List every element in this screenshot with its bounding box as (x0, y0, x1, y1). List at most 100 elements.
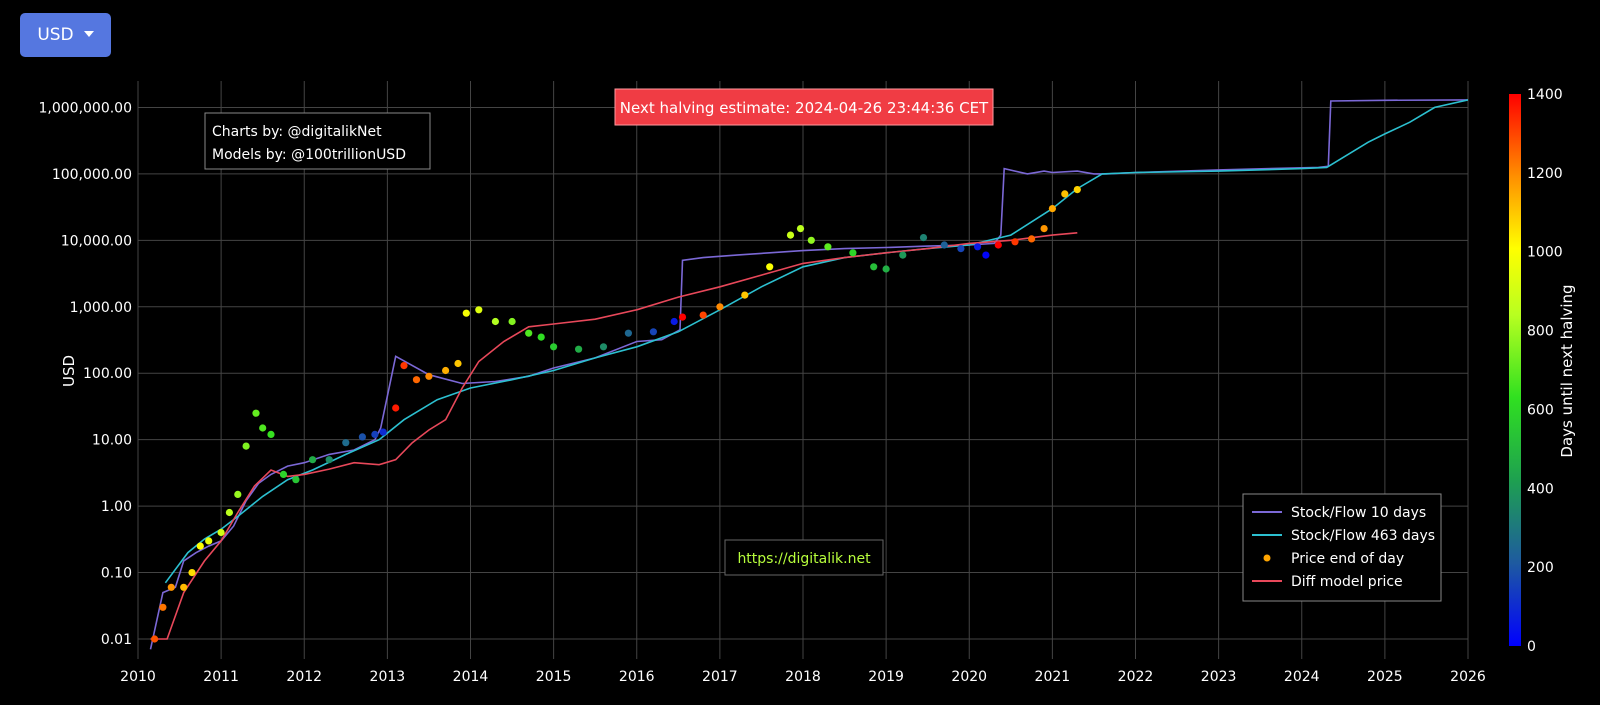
halving-banner-text: Next halving estimate: 2024-04-26 23:44:… (620, 99, 989, 117)
y-axis-label: USD (60, 355, 78, 387)
price-marker (279, 470, 288, 478)
legend-item-sf463: Stock/Flow 463 days (1291, 528, 1435, 544)
colorbar-tick-label: 400 (1527, 481, 1554, 497)
price-marker (151, 635, 159, 643)
price-marker (796, 225, 805, 233)
price-marker (225, 508, 233, 517)
price-marker (1040, 225, 1048, 233)
x-tick-label: 2015 (536, 669, 572, 685)
price-marker (412, 376, 421, 384)
y-tick-label: 100,000.00 (52, 167, 132, 183)
price-marker (309, 456, 317, 464)
legend-item-diff: Diff model price (1291, 574, 1403, 590)
price-marker (1061, 190, 1069, 198)
price-marker (766, 263, 774, 271)
price-marker (982, 251, 990, 259)
price-marker (292, 476, 300, 484)
x-tick-label: 2025 (1367, 669, 1403, 685)
x-tick-label: 2024 (1284, 669, 1320, 685)
colorbar-title: Days until next halving (1558, 284, 1576, 457)
price-marker (508, 317, 516, 326)
price-marker (670, 317, 678, 326)
price-marker (849, 249, 857, 257)
price-marker (379, 428, 387, 436)
price-marker (1011, 238, 1019, 246)
colorbar-ticks: 0 200 400 600 800 1000 1200 1400 (1527, 87, 1563, 655)
watermark-link: https://digitalik.net (737, 551, 871, 567)
colorbar-tick-label: 0 (1527, 639, 1536, 655)
price-marker (217, 528, 225, 537)
colorbar-tick-label: 600 (1527, 402, 1554, 418)
y-tick-label: 10,000.00 (61, 233, 132, 249)
price-marker (599, 343, 608, 351)
price-marker (358, 433, 366, 441)
price-marker (454, 359, 462, 368)
legend: Stock/Flow 10 days Stock/Flow 463 days P… (1242, 493, 1442, 602)
legend-item-sf10: Stock/Flow 10 days (1291, 505, 1426, 521)
price-marker (882, 265, 890, 273)
x-tick-label: 2016 (619, 669, 655, 685)
price-marker (940, 241, 948, 249)
price-marker (371, 430, 379, 438)
price-marker (188, 569, 196, 577)
price-marker (525, 329, 533, 337)
price-marker (649, 328, 658, 336)
colorbar-tick-label: 200 (1527, 560, 1554, 576)
colorbar-tick-label: 1400 (1527, 87, 1563, 103)
series-lines (149, 99, 1468, 650)
colorbar-tick-label: 800 (1527, 324, 1554, 340)
price-marker (899, 251, 907, 259)
price-marker (919, 234, 928, 242)
price-marker (196, 542, 204, 550)
y-tick-label: 1,000.00 (70, 300, 132, 316)
y-tick-label: 1.00 (101, 499, 132, 515)
x-tick-label: 2020 (951, 669, 987, 685)
price-marker (259, 424, 267, 432)
price-marker (400, 362, 408, 370)
price-marker (786, 231, 795, 239)
legend-item-price: Price end of day (1291, 551, 1404, 567)
x-tick-label: 2011 (203, 669, 239, 685)
price-marker (741, 291, 749, 299)
price-marker (807, 236, 815, 244)
price-marker (1028, 235, 1036, 243)
price-marker (1048, 205, 1056, 213)
currency-dropdown-button[interactable]: USD (20, 13, 111, 57)
price-marker (425, 372, 433, 380)
credits-box: Charts by: @digitalikNet Models by: @100… (204, 112, 431, 170)
price-marker (205, 537, 213, 545)
y-tick-label: 10.00 (92, 433, 132, 449)
credits-line-1: Charts by: @digitalikNet (212, 124, 382, 140)
y-axis: 0.01 0.10 1.00 10.00 100.00 1,000.00 10,000.00… (38, 100, 132, 648)
colorbar-gradient (1509, 94, 1521, 646)
x-tick-label: 2013 (370, 669, 406, 685)
price-marker (167, 583, 175, 591)
price-marker (624, 329, 633, 337)
price-marker (994, 241, 1002, 249)
x-tick-label: 2022 (1118, 669, 1154, 685)
price-marker (699, 311, 707, 319)
price-marker (678, 313, 687, 321)
x-tick-label: 2018 (785, 669, 821, 685)
chevron-down-icon (83, 31, 94, 37)
price-marker (957, 245, 965, 253)
x-tick-label: 2021 (1035, 669, 1071, 685)
price-marker (974, 243, 982, 251)
x-tick-label: 2017 (702, 669, 738, 685)
x-tick-label: 2012 (286, 669, 322, 685)
price-marker (242, 442, 250, 450)
price-marker (234, 490, 242, 498)
y-tick-label: 1,000,000.00 (38, 100, 132, 116)
x-tick-label: 2026 (1450, 669, 1486, 685)
price-marker (462, 309, 470, 317)
price-marker (392, 404, 400, 412)
price-marker (575, 345, 583, 353)
price-marker (442, 366, 450, 375)
x-axis: 2010 2011 2012 2013 2014 2015 2016 2017 2018 2019… (120, 669, 1486, 685)
price-marker (342, 439, 350, 447)
price-markers (151, 186, 1081, 643)
price-marker (870, 263, 878, 271)
price-marker (252, 409, 260, 417)
legend-swatch-price (1263, 554, 1271, 562)
